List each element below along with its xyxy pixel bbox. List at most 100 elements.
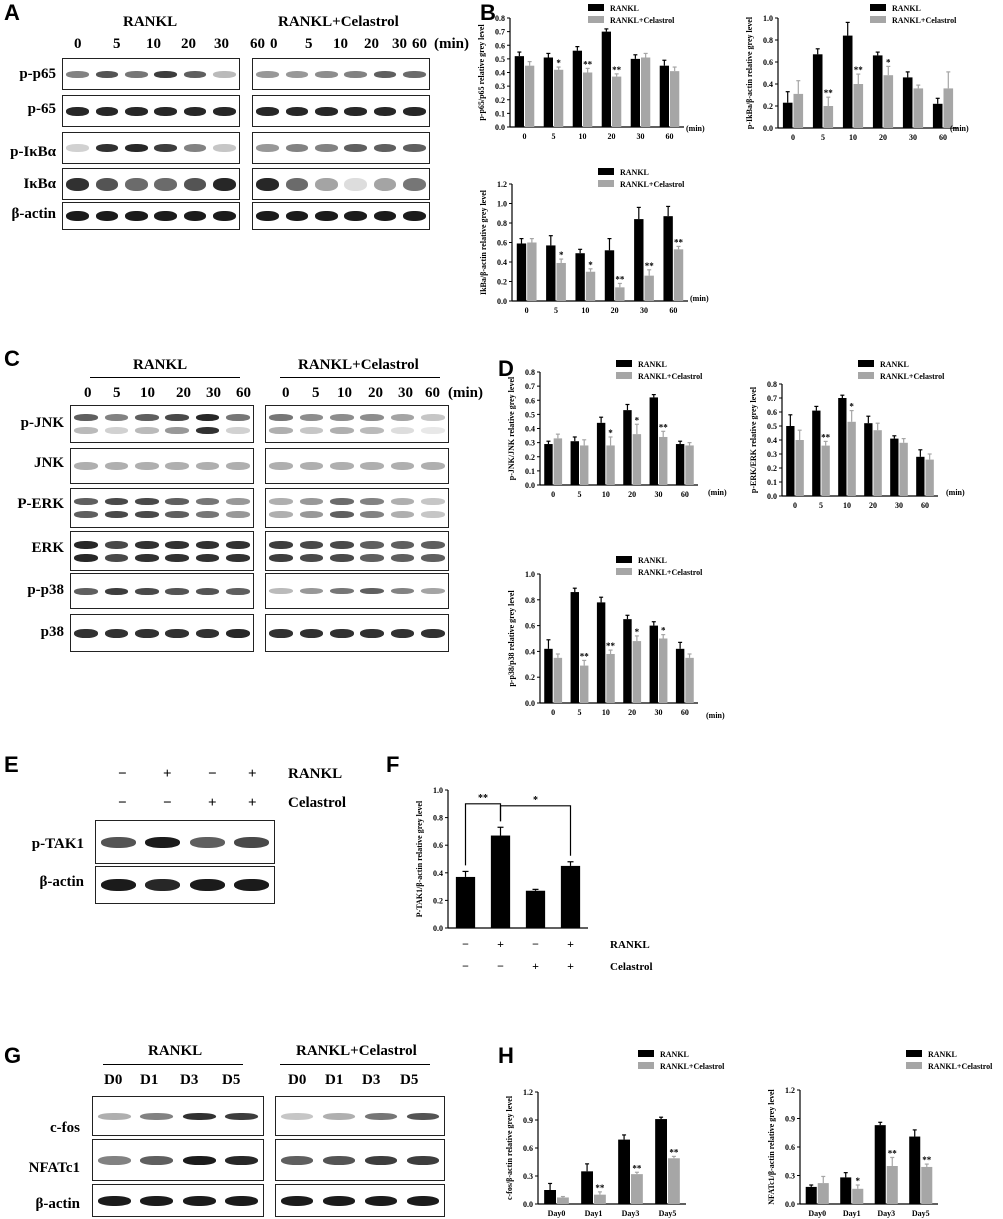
y-tick-label: 0.0 (525, 699, 535, 708)
significance-marker: ** (645, 261, 655, 271)
blot-band (95, 177, 119, 191)
bar-rankl (516, 243, 527, 301)
blot-band (390, 628, 415, 638)
legend-label: RANKL (610, 4, 639, 13)
blot-c-row-label: p-JNK (20, 415, 64, 431)
blot-band (322, 1155, 356, 1165)
y-tick-label: 0.9 (523, 1116, 533, 1125)
x-tick-label: 30 (895, 501, 903, 510)
panel-label-h: H (498, 1043, 514, 1068)
x-tick-label: 60 (921, 501, 929, 510)
significance-marker: ** (612, 65, 622, 75)
blot-a-unit: (min) (434, 36, 469, 52)
blot-band (165, 498, 189, 506)
blot-g-row-label: c-fos (50, 1120, 80, 1136)
blot-band (74, 587, 98, 595)
bar-rankl-celastrol (817, 1183, 829, 1204)
y-tick-label: 0.4 (495, 69, 505, 78)
y-axis-label: NFATc1/β-actin relative grey level (767, 1088, 776, 1204)
y-tick-label: 0.4 (433, 869, 443, 878)
bar-p-tak1 (455, 876, 476, 928)
blot-band (124, 144, 148, 152)
blot-a-actin-celastrol (252, 202, 430, 230)
legend-swatch-rankl (588, 4, 604, 11)
blot-band (104, 462, 129, 470)
blot-c-p-erk-celastrol (265, 488, 449, 528)
y-tick-label: 0.8 (495, 14, 505, 23)
blot-band (390, 462, 415, 470)
blot-band (402, 106, 426, 116)
blot-band (390, 540, 415, 549)
significance-marker: * (661, 626, 666, 636)
blot-band (330, 540, 354, 549)
significance-bracket (499, 805, 572, 856)
y-tick-label: 0.0 (497, 297, 507, 306)
bar-rankl (786, 426, 795, 496)
y-tick-label: 0.7 (495, 28, 505, 37)
blot-band (212, 177, 236, 191)
blot-a-lane: 5 (305, 36, 313, 52)
blot-c-lane: 30 (398, 385, 413, 401)
significance-marker: * (635, 415, 640, 425)
bar-rankl-celastrol (632, 434, 642, 485)
x-tick-label: Day1 (843, 1209, 861, 1218)
bar-rankl (570, 592, 579, 703)
y-tick-label: 0.2 (767, 464, 777, 473)
blot-c-p38-rankl (70, 614, 254, 652)
legend-swatch-rankl-celastrol (598, 180, 614, 187)
blot-band (269, 498, 293, 506)
y-tick-label: 0.8 (433, 814, 443, 823)
y-tick-label: 0.2 (525, 673, 535, 682)
x-tick-label: Day0 (548, 1209, 566, 1218)
y-tick-label: 0.4 (763, 80, 773, 89)
legend-swatch-rankl-celastrol (870, 16, 886, 23)
blot-band (421, 498, 445, 506)
blot-band (256, 211, 280, 221)
y-tick-label: 0.7 (767, 394, 777, 403)
bar-rankl (842, 35, 853, 128)
bar-rankl (872, 55, 883, 128)
significance-marker: ** (888, 1148, 898, 1158)
y-tick-label: 0.1 (767, 478, 777, 487)
bar-rankl-celastrol (659, 638, 668, 703)
bar-rankl (655, 1119, 667, 1204)
blot-band (145, 879, 181, 891)
chart-b1-p-p65: 0.0 0.1 0.2 0.3 0.4 0.5 0.6 0.7 0.8 p-p65/p65 rel… (477, 4, 705, 141)
y-tick-label: 0.6 (495, 41, 505, 50)
blot-band (66, 144, 90, 152)
x-tick-label: 10 (581, 306, 589, 315)
bar-rankl (890, 438, 899, 496)
bar-rankl-celastrol (556, 262, 566, 301)
blot-band (226, 587, 250, 595)
blot-a-header-celastrol: RANKL+Celastrol (278, 14, 399, 30)
significance-marker: ** (669, 1147, 679, 1157)
y-tick-label: 0.6 (785, 1143, 795, 1152)
blot-c-p-jnk-celastrol (265, 405, 449, 443)
blot-c-row-label: p38 (40, 624, 64, 640)
blot-c-lane: 60 (425, 385, 440, 401)
blot-a-lane: 20 (364, 36, 379, 52)
y-tick-label: 1.0 (497, 200, 507, 209)
x-tick-label: 0 (523, 132, 527, 141)
blot-a-actin-rankl (62, 202, 240, 230)
bar-rankl-celastrol (631, 1174, 643, 1204)
y-tick-label: 0.3 (525, 439, 535, 448)
x-tick-label: 20 (628, 708, 636, 717)
bar-rankl-celastrol (606, 653, 615, 703)
y-tick-label: 0.1 (495, 109, 505, 118)
blot-band (95, 106, 119, 116)
blot-band (183, 177, 207, 191)
y-axis-label: p-IkBa/β-actin relative grey level (745, 16, 754, 129)
blot-band (135, 511, 159, 519)
panel-label-a: A (4, 0, 20, 25)
blot-band (256, 106, 280, 116)
blot-band (225, 1195, 259, 1206)
significance-marker: * (856, 1176, 861, 1186)
blot-band (226, 628, 250, 638)
chart-h2-nfatc1: 0.0 0.3 0.6 0.9 1.2 NFATc1/β-actin relative g… (767, 1050, 993, 1218)
bar-rankl (932, 103, 943, 128)
blot-g-actin-rankl (92, 1184, 264, 1217)
blot-band (135, 462, 159, 470)
blot-band (280, 1195, 314, 1206)
bar-rankl (581, 1171, 593, 1204)
